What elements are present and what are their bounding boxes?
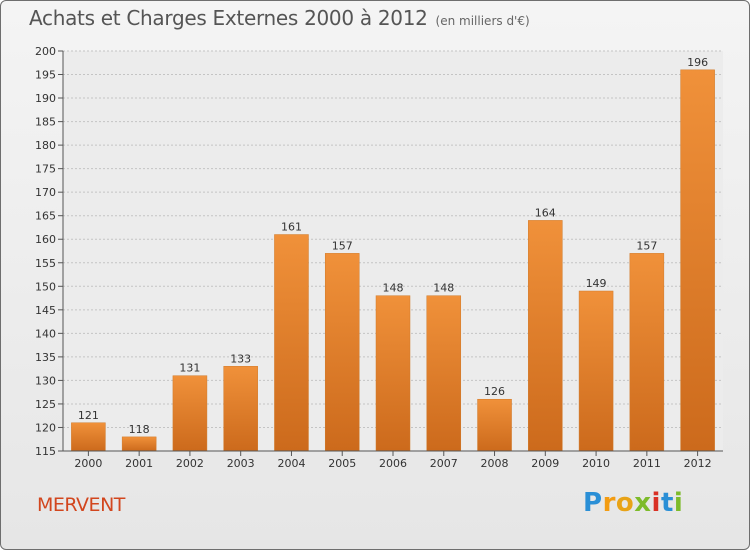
logo-letter: r: [602, 488, 616, 518]
y-tick-label: 185: [35, 116, 56, 129]
x-tick-label: 2003: [227, 457, 255, 470]
chart-subtitle: (en milliers d'€): [435, 14, 530, 28]
bar-value-label: 131: [179, 362, 200, 375]
chart-title: Achats et Charges Externes 2000 à 2012 (e…: [29, 6, 530, 30]
bar-value-label: 149: [586, 277, 607, 290]
bar-value-label: 121: [78, 409, 99, 422]
x-tick-label: 2010: [582, 457, 610, 470]
bars: [71, 69, 715, 452]
logo-letter: i: [673, 488, 684, 518]
bar: [375, 295, 411, 452]
logo-letter: o: [615, 488, 635, 518]
labels: 115 120 125 130 135 140 145 150 155 160 165 170 175 1…: [35, 45, 712, 470]
bar-value-label: 118: [129, 423, 150, 436]
x-tick-label: 2009: [531, 457, 559, 470]
y-tick-label: 160: [35, 233, 56, 246]
bar-value-label: 148: [433, 282, 454, 295]
logo-letter: x: [634, 488, 652, 518]
x-tick-label: 2006: [379, 457, 407, 470]
y-tick-label: 130: [35, 374, 56, 387]
bar-value-label: 148: [383, 282, 404, 295]
chart-title-text: Achats et Charges Externes 2000 à 2012: [29, 6, 428, 30]
bar-value-label: 157: [332, 239, 353, 252]
x-tick-label: 2000: [74, 457, 102, 470]
bar: [477, 398, 512, 452]
y-tick-label: 150: [35, 280, 56, 293]
bar-value-label: 126: [484, 385, 505, 398]
bar: [629, 253, 665, 452]
bar: [172, 375, 208, 452]
bar-value-label: 157: [636, 239, 657, 252]
y-tick-label: 180: [35, 139, 56, 152]
x-tick-label: 2011: [633, 457, 661, 470]
x-tick-label: 2012: [684, 457, 712, 470]
y-tick-label: 120: [35, 421, 56, 434]
bar: [324, 253, 360, 452]
x-tick-label: 2008: [481, 457, 509, 470]
bar: [528, 220, 563, 452]
x-tick-label: 2002: [176, 457, 204, 470]
axes: [58, 50, 723, 456]
bar: [426, 295, 462, 452]
bar: [578, 290, 614, 452]
bar-value-label: 164: [535, 206, 556, 219]
logo-letter: P: [583, 488, 603, 518]
commune-name: MERVENT: [37, 494, 125, 516]
x-tick-label: 2007: [430, 457, 458, 470]
y-tick-label: 135: [35, 351, 56, 364]
y-tick-label: 115: [35, 445, 56, 458]
y-tick-label: 175: [35, 163, 56, 176]
y-tick-label: 155: [35, 257, 56, 270]
bar-value-label: 196: [687, 56, 708, 69]
proxiti-logo: Proxiti: [583, 488, 683, 518]
x-tick-label: 2001: [125, 457, 153, 470]
y-tick-label: 170: [35, 186, 56, 199]
bar-value-label: 161: [281, 221, 302, 234]
bar: [121, 436, 157, 452]
x-tick-label: 2005: [328, 457, 356, 470]
logo-letter: t: [660, 488, 674, 518]
y-tick-label: 200: [35, 45, 56, 58]
x-tick-label: 2004: [277, 457, 305, 470]
y-tick-label: 165: [35, 210, 56, 223]
bar: [71, 422, 106, 452]
logo-letter: i: [651, 488, 661, 518]
y-tick-label: 145: [35, 304, 56, 317]
bar: [680, 69, 715, 452]
y-tick-label: 190: [35, 92, 56, 105]
y-tick-label: 195: [35, 69, 56, 82]
y-tick-label: 125: [35, 398, 56, 411]
bar: [223, 366, 258, 452]
y-tick-label: 140: [35, 327, 56, 340]
bar-value-label: 133: [230, 352, 251, 365]
bar: [274, 234, 309, 452]
